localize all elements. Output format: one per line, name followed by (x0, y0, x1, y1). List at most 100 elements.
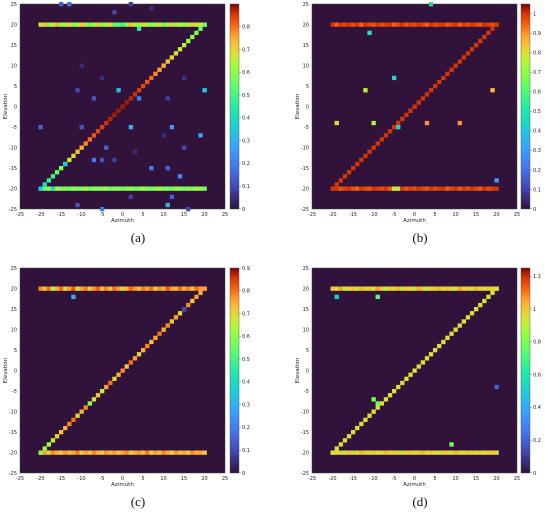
y-tick-label: 25 (303, 2, 309, 8)
x-tick-label: 0 (121, 212, 124, 218)
colorbar-tick-label: 0.4 (242, 380, 250, 386)
top-edge-cell (116, 22, 121, 27)
bottom-edge-cell (95, 450, 101, 455)
top-edge-cell (194, 22, 199, 27)
top-edge-cell (112, 22, 117, 27)
top-edge-cell (383, 22, 389, 27)
top-edge-cell (359, 22, 364, 27)
diagonal-cell (83, 141, 88, 146)
top-edge-cell (67, 286, 72, 291)
diagonal-cell (342, 174, 348, 179)
bottom-edge-cell (478, 186, 483, 191)
diagonal-cell (404, 112, 409, 118)
diagonal-cell (198, 26, 203, 31)
heatmap-panel-a: -25 -20 -15 -10 -5 0 5 10 15 20 25 25 20 15 10 5 0 -5 -10 -… (3, 2, 250, 245)
diagonal-cell (140, 347, 146, 353)
colorbar-tick-label: 0 (242, 207, 245, 213)
scattered-cell (371, 397, 376, 402)
diagonal-cell (108, 116, 113, 122)
top-edge-cell (120, 286, 125, 291)
bottom-edge-cell (149, 450, 154, 455)
bottom-edge-cell (342, 186, 348, 191)
colorbar (229, 267, 240, 474)
top-edge-cell (367, 22, 372, 27)
bottom-edge-cell (350, 450, 356, 455)
scattered-cell (116, 88, 121, 93)
scattered-cell (334, 294, 339, 300)
scattered-cell (490, 88, 495, 93)
diagonal-cell (202, 22, 207, 27)
y-tick-label: -10 (301, 409, 309, 415)
diagonal-cell (359, 421, 364, 427)
bottom-edge-cell (165, 450, 170, 455)
top-edge-cell (161, 22, 166, 27)
diagonal-cell (449, 331, 454, 336)
bottom-edge-cell (194, 450, 199, 455)
bottom-edge-cell (367, 186, 372, 191)
y-tick-label: -20 (301, 186, 309, 192)
top-edge-cell (441, 22, 446, 27)
colorbar-tick-label: 0.7 (533, 70, 541, 76)
bottom-edge-cell (400, 186, 405, 191)
top-edge-cell (157, 286, 162, 291)
top-edge-cell (461, 22, 467, 27)
y-tick-label: 15 (303, 307, 309, 313)
diagonal-cell (165, 59, 170, 64)
top-edge-cell (71, 286, 76, 291)
diagonal-cell (445, 71, 450, 77)
diagonal-cell (95, 393, 101, 398)
diagonal-cell (120, 368, 125, 373)
bottom-edge-cell (71, 450, 76, 455)
diagonal-cell (136, 352, 142, 357)
top-edge-cell (449, 22, 454, 27)
bottom-edge-cell (334, 186, 339, 191)
scattered-cell (112, 157, 117, 163)
y-tick-label: -10 (301, 145, 309, 151)
y-tick-label: -5 (304, 389, 309, 395)
top-edge-cell (387, 22, 393, 27)
top-edge-cell (416, 22, 421, 27)
scattered-cell (391, 186, 397, 191)
colorbar-tick-label: 0.5 (533, 109, 541, 115)
bottom-edge-cell (371, 450, 376, 455)
x-tick-label: 25 (222, 476, 228, 482)
diagonal-cell (441, 339, 446, 345)
scattered-cell (136, 26, 142, 31)
x-tick-label: 10 (452, 476, 458, 482)
bottom-edge-cell (404, 450, 409, 455)
bottom-edge-cell (387, 186, 393, 191)
x-tick-label: 15 (473, 476, 479, 482)
top-edge-cell (177, 286, 183, 291)
bottom-edge-cell (334, 450, 339, 455)
top-edge-cell (432, 22, 438, 27)
bottom-edge-cell (161, 450, 166, 455)
top-edge-cell (420, 22, 426, 27)
top-edge-cell (153, 22, 158, 27)
bottom-edge-cell (453, 450, 458, 455)
top-edge-cell (330, 286, 335, 291)
scattered-cell (367, 30, 372, 36)
top-edge-cell (46, 286, 52, 291)
top-edge-cell (75, 286, 80, 291)
x-tick-label: 0 (413, 476, 416, 482)
bottom-edge-cell (132, 450, 138, 455)
diagonal-cell (420, 360, 426, 365)
diagonal-cell (408, 372, 413, 377)
y-tick-label: 10 (303, 63, 309, 69)
diagonal-cell (461, 55, 467, 60)
top-edge-cell (46, 22, 52, 27)
diagonal-cell (112, 112, 117, 118)
bottom-edge-cell (346, 450, 352, 455)
x-tick-label: -15 (57, 212, 65, 218)
x-tick-label: 25 (514, 212, 520, 218)
x-tick-label: 15 (473, 212, 479, 218)
top-edge-cell (79, 286, 84, 291)
top-edge-cell (428, 286, 434, 291)
bottom-edge-cell (400, 450, 405, 455)
bottom-edge-cell (67, 450, 72, 455)
y-tick-label: -25 (301, 471, 309, 477)
bottom-edge-cell (46, 450, 52, 455)
y-tick-label: -15 (301, 430, 309, 436)
diagonal-cell (383, 133, 389, 138)
top-edge-cell (461, 286, 467, 291)
